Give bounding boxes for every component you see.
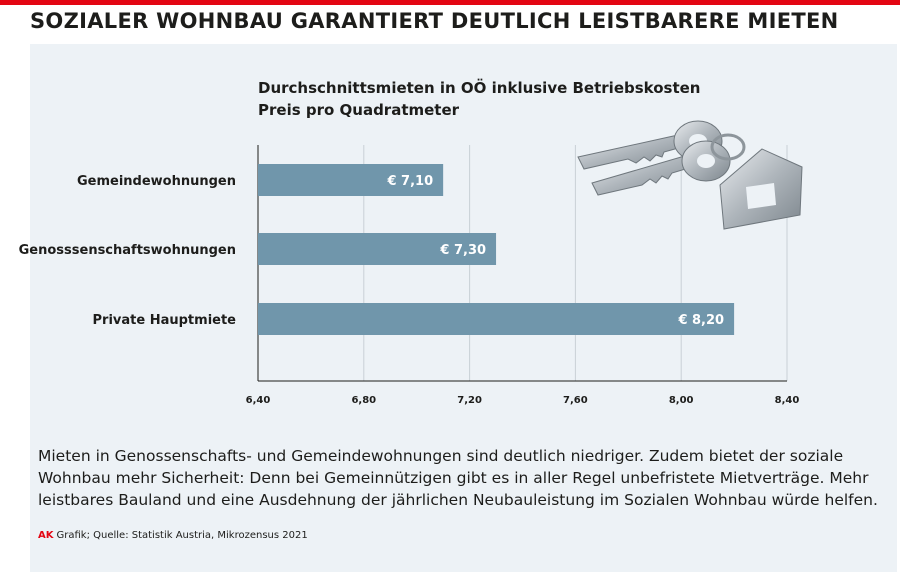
bar [258,233,497,265]
source-text: Grafik; Quelle: Statistik Austria, Mikro… [56,530,308,541]
bar-value-label: € 7,10 [386,174,433,189]
source-note: AK Grafik; Quelle: Statistik Austria, Mik… [38,530,308,541]
bar-value-label: € 8,20 [677,313,724,328]
bar [258,164,444,196]
brand-mark: AK [38,530,54,541]
x-tick-label: 8,00 [669,395,694,406]
x-tick-label: 6,40 [246,395,271,406]
category-label: Genosssenschaftswohnungen [19,243,236,258]
category-label: Gemeindewohnungen [77,174,236,189]
x-tick-label: 7,20 [457,395,482,406]
page-headline: SOZIALER WOHNBAU GARANTIERT DEUTLICH LEI… [30,9,839,33]
category-label: Private Hauptmiete [93,313,237,328]
top-accent-rule [0,0,900,5]
house-keys-icon [577,120,803,230]
x-tick-label: 8,40 [775,395,800,406]
chart-title-block: Durchschnittsmieten in OÖ inklusive Betr… [258,77,701,121]
description-text: Mieten in Genossenschafts- und Gemeindew… [38,447,878,509]
x-tick-label: 6,80 [351,395,376,406]
chart-subtitle: Preis pro Quadratmeter [258,101,460,119]
x-tick-label: 7,60 [563,395,588,406]
chart-title: Durchschnittsmieten in OÖ inklusive Betr… [258,79,701,97]
bar [258,303,735,335]
bar-value-label: € 7,30 [439,243,486,258]
